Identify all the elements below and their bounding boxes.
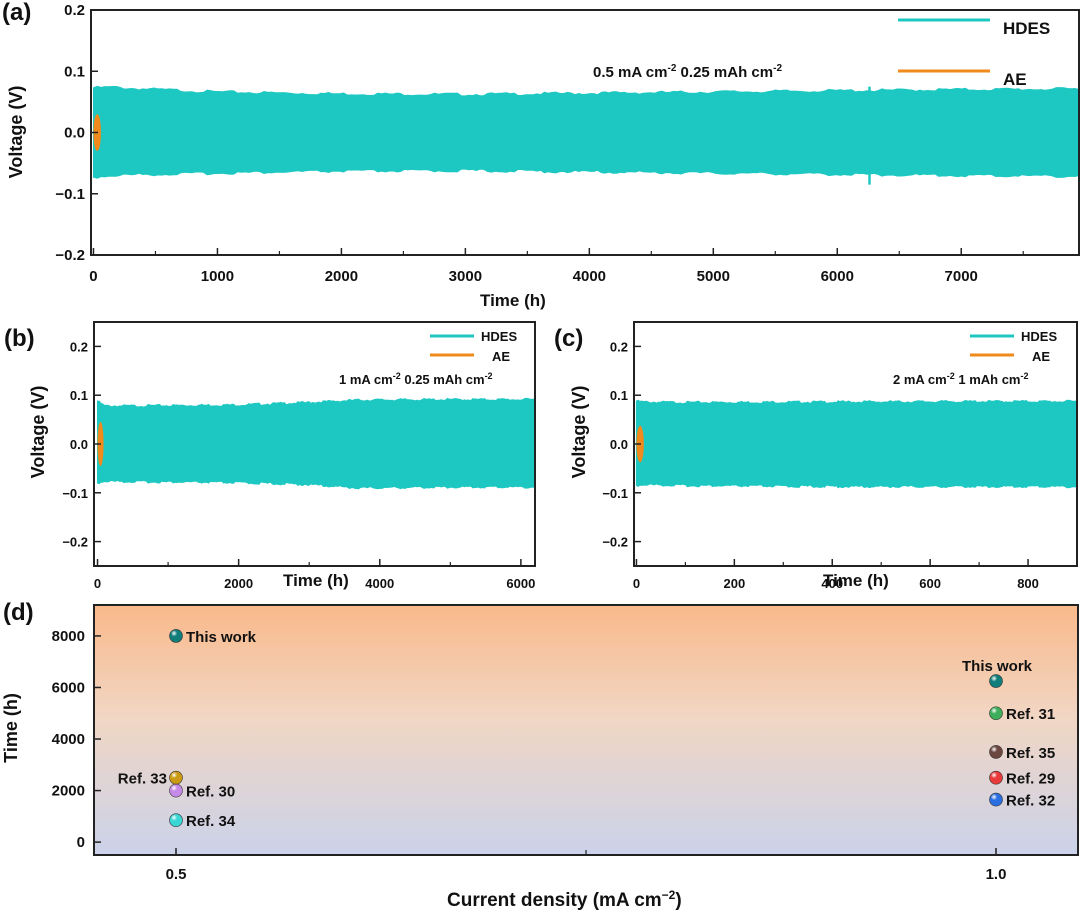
panel-b-legend-ae-label: AE — [492, 349, 510, 364]
panel-c-y-tick-label: −0.2 — [602, 535, 628, 550]
panel-c-x-tick-label: 600 — [919, 576, 941, 591]
panel-c-plot-area — [635, 399, 1078, 489]
panel-b-legend-hdes-label: HDES — [481, 329, 517, 344]
panel-c-voltage-profile: (c) 0 200 400 600 800 0.2 0.1 0.0 −0.1 −0.2 Time … — [554, 321, 1078, 591]
panel-d-y-tick-label: 2000 — [52, 783, 85, 800]
panel-a-x-tick-label: 0 — [89, 268, 97, 285]
panel-a-y-tick-label: 0.0 — [64, 125, 85, 142]
panel-c-y-tick-label: 0.1 — [610, 388, 628, 403]
panel-c-y-axis-label: Voltage (V) — [569, 386, 589, 479]
panel-c-x-tick-label: 200 — [723, 576, 745, 591]
panel-b-y-axis-label: Voltage (V) — [28, 386, 48, 479]
panel-d-point — [989, 792, 1003, 807]
panel-b-y-tick-label: 0.1 — [70, 388, 88, 403]
panel-b-x-tick-label: 4000 — [365, 576, 394, 591]
panel-a-legend-hdes-label: HDES — [1003, 19, 1050, 38]
panel-d-point — [989, 770, 1003, 785]
panel-b-x-tick-label: 2000 — [224, 576, 253, 591]
panel-d-point — [169, 783, 183, 798]
panel-b-y-tick-label: −0.1 — [62, 486, 88, 501]
panel-c-condition-annotation: 2 mA cm-2 1 mAh cm-2 — [893, 371, 1029, 387]
panel-c-legend-ae-label: AE — [1032, 349, 1050, 364]
panel-d-point-label: Ref. 34 — [186, 813, 236, 830]
panel-c-label: (c) — [554, 325, 583, 352]
panel-d-label: (d) — [3, 599, 34, 626]
panel-c-x-tick-label: 400 — [821, 576, 843, 591]
panel-a-condition-annotation: 0.5 mA cm-2 0.25 mAh cm-2 — [593, 63, 782, 81]
panel-d-points: This work Ref. 33 Ref. 30 Ref. 34 This work R… — [118, 629, 1055, 830]
panel-d-point — [989, 745, 1003, 759]
panel-c-x-tick-label: 800 — [1017, 576, 1039, 591]
panel-b-y-tick-label: −0.2 — [62, 535, 88, 550]
panel-b-y-tick-label: 0.2 — [70, 339, 88, 354]
panel-c-y-tick-label: 0.0 — [610, 437, 628, 452]
panel-d-point — [169, 813, 183, 828]
panel-c-legend-hdes-label: HDES — [1021, 329, 1057, 344]
panel-b-hdes-series — [97, 397, 536, 490]
panel-d-ticks: 0.5 1.0 8000 6000 4000 2000 0 — [52, 628, 1007, 883]
panel-a-y-axis-label: Voltage (V) — [6, 86, 26, 179]
panel-d-point-label: This work — [962, 658, 1033, 675]
panel-c-y-tick-label: −0.1 — [602, 486, 628, 501]
panel-d-x-tick-label: 1.0 — [986, 866, 1007, 883]
panel-d-point-label: Ref. 31 — [1006, 706, 1055, 723]
panel-b-plot-area — [97, 397, 536, 490]
panel-a-y-tick-label: 0.1 — [64, 63, 85, 80]
panel-d-point-label: Ref. 29 — [1006, 771, 1055, 788]
panel-d-x-tick-label: 0.5 — [166, 866, 187, 883]
panel-d-gradient-background — [94, 605, 1078, 855]
panel-d-y-tick-label: 0 — [77, 834, 85, 851]
panel-d-y-axis-label: Time (h) — [1, 693, 21, 763]
panel-a-x-tick-label: 3000 — [449, 268, 482, 285]
panel-d-point-label: Ref. 32 — [1006, 793, 1055, 810]
panel-b-ticks: 0 2000 4000 6000 0.2 0.1 0.0 −0.1 −0.2 — [62, 339, 535, 591]
panel-d-point-label: Ref. 33 — [118, 771, 167, 788]
panel-a-x-axis-label: Time (h) — [480, 291, 546, 310]
panel-a-y-tick-label: −0.2 — [55, 247, 85, 264]
panel-a-x-tick-label: 1000 — [201, 268, 234, 285]
panel-d-y-tick-label: 4000 — [52, 731, 85, 748]
panel-c-x-axis-label: Time (h) — [823, 571, 889, 590]
panel-d-y-tick-label: 8000 — [52, 628, 85, 645]
panel-d-point-label: Ref. 30 — [186, 784, 235, 801]
panel-a-x-tick-label: 7000 — [945, 268, 978, 285]
panel-a-y-tick-label: −0.1 — [55, 186, 85, 203]
panel-c-ticks: 0 200 400 600 800 0.2 0.1 0.0 −0.1 −0.2 — [602, 339, 1039, 591]
panel-d-point — [169, 629, 183, 643]
panel-d-point — [989, 706, 1003, 721]
panel-b-x-tick-label: 0 — [94, 576, 101, 591]
panel-d-point-label: Ref. 35 — [1006, 745, 1055, 762]
panel-a-ticks: 0 1000 2000 3000 4000 5000 6000 7000 0.2 0.1 0.0 −0… — [55, 2, 1024, 285]
panel-b-voltage-profile: (b) 0 2000 4000 6000 0.2 0.1 0.0 −0.1 −0.2 Time … — [4, 321, 536, 591]
panel-a-voltage-profile: (a) 0 1000 2000 3000 4000 5000 6000 70000.20.10… — [2, 0, 1080, 310]
panel-a-legend-ae-label: AE — [1003, 70, 1027, 89]
panel-b-x-tick-label: 6000 — [506, 576, 535, 591]
panel-a-x-tick-label: 2000 — [325, 268, 358, 285]
panel-a-x-tick-label: 4000 — [573, 268, 606, 285]
panel-a-hdes-series — [93, 85, 1080, 179]
panel-b-y-tick-label: 0.0 — [70, 437, 88, 452]
panel-d-cycle-life-comparison: (d) 0.5 1.0 8000 6000 4000 2000 0 This work Ref… — [1, 599, 1079, 911]
panel-d-y-tick-label: 6000 — [52, 679, 85, 696]
panel-c-hdes-series — [635, 399, 1078, 489]
panel-a-plot-area — [93, 85, 1080, 185]
panel-d-point — [989, 674, 1003, 688]
panel-d-point — [169, 770, 183, 785]
panel-a-y-tick-label: 0.2 — [64, 2, 85, 19]
panel-c-y-tick-label: 0.2 — [610, 339, 628, 354]
panel-d-x-axis-label: Current density (mA cm−2) — [447, 888, 682, 911]
panel-b-x-axis-label: Time (h) — [283, 571, 349, 590]
panel-b-condition-annotation: 1 mA cm-2 0.25 mAh cm-2 — [339, 371, 493, 387]
panel-b-label: (b) — [4, 325, 35, 352]
panel-a-label: (a) — [2, 0, 31, 26]
panel-d-point-label: This work — [186, 629, 257, 646]
panel-c-x-tick-label: 0 — [633, 576, 640, 591]
panel-a-x-tick-label: 6000 — [821, 268, 854, 285]
panel-a-x-tick-label: 5000 — [697, 268, 730, 285]
